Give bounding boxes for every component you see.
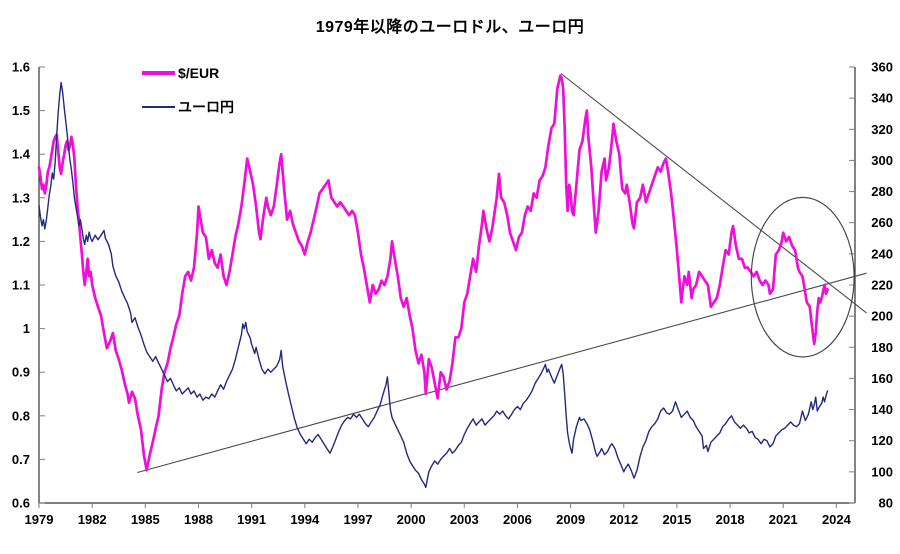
x-axis-tick-label: 1997 xyxy=(344,512,373,527)
right-axis-tick-label: 160 xyxy=(871,371,893,386)
left-axis-tick-label: 1 xyxy=(23,321,30,336)
right-axis-tick-label: 300 xyxy=(871,153,893,168)
support-trendline xyxy=(137,272,867,474)
series-line-eur-jpy xyxy=(38,81,829,489)
left-axis-tick-label: 1.3 xyxy=(12,190,30,205)
chart-title: 1979年以降のユーロドル、ユーロ円 xyxy=(315,19,585,36)
right-axis-tick-label: 360 xyxy=(871,60,893,75)
series-line-usd-eur xyxy=(37,74,829,472)
x-axis-tick-label: 1994 xyxy=(290,512,320,527)
left-axis-tick-label: 1.4 xyxy=(12,147,31,162)
right-axis-tick-label: 240 xyxy=(871,246,893,261)
right-axis-tick-label: 220 xyxy=(871,278,893,293)
right-axis-tick-label: 280 xyxy=(871,184,893,199)
right-axis-tick-label: 340 xyxy=(871,91,893,106)
right-axis-tick-label: 100 xyxy=(871,464,893,479)
x-axis-tick-label: 1988 xyxy=(184,512,213,527)
left-axis-tick-label: 1.5 xyxy=(12,103,30,118)
legend-label-eur-jpy: ユーロ円 xyxy=(178,99,234,115)
legend-item-usd-eur: $/EUR xyxy=(142,62,234,84)
left-axis-tick-label: 0.8 xyxy=(12,408,30,423)
x-axis-tick-label: 1985 xyxy=(131,512,160,527)
left-axis-tick-label: 1.6 xyxy=(12,60,30,75)
legend-label-usd-eur: $/EUR xyxy=(178,65,220,81)
x-axis-tick-label: 2024 xyxy=(822,512,852,527)
x-axis-tick-label: 2021 xyxy=(769,512,798,527)
x-axis-tick-label: 2003 xyxy=(450,512,479,527)
left-axis-tick-label: 0.7 xyxy=(12,452,30,467)
highlight-ellipse xyxy=(750,196,855,358)
right-axis-tick-label: 140 xyxy=(871,402,893,417)
resistance-trendline xyxy=(560,73,867,314)
x-axis-tick-label: 2018 xyxy=(716,512,745,527)
right-axis-tick-label: 260 xyxy=(871,215,893,230)
x-axis-tick-label: 1982 xyxy=(78,512,107,527)
x-axis-tick-label: 2009 xyxy=(556,512,585,527)
legend-item-eur-jpy: ユーロ円 xyxy=(142,96,234,118)
legend: $/EUR ユーロ円 xyxy=(142,62,234,130)
left-axis-tick-label: 1.1 xyxy=(12,278,30,293)
legend-line-swatch-usd-eur xyxy=(142,71,175,75)
x-axis-tick-label: 1979 xyxy=(25,512,54,527)
x-axis-tick-label: 2015 xyxy=(662,512,691,527)
x-axis-tick-label: 2006 xyxy=(503,512,532,527)
right-axis-tick-label: 120 xyxy=(871,433,893,448)
legend-line-swatch-eur-jpy xyxy=(142,106,175,108)
left-axis-tick-label: 0.6 xyxy=(12,496,30,511)
left-axis-tick-label: 0.9 xyxy=(12,365,30,380)
x-axis-tick-label: 1991 xyxy=(237,512,266,527)
right-axis-tick-label: 180 xyxy=(871,340,893,355)
right-axis-tick-label: 320 xyxy=(871,122,893,137)
left-axis-tick-label: 1.2 xyxy=(12,234,30,249)
right-axis-tick-label: 200 xyxy=(871,309,893,324)
x-axis-tick-label: 2000 xyxy=(397,512,426,527)
x-axis-tick-label: 2012 xyxy=(609,512,638,527)
right-axis-tick-label: 80 xyxy=(879,496,893,511)
